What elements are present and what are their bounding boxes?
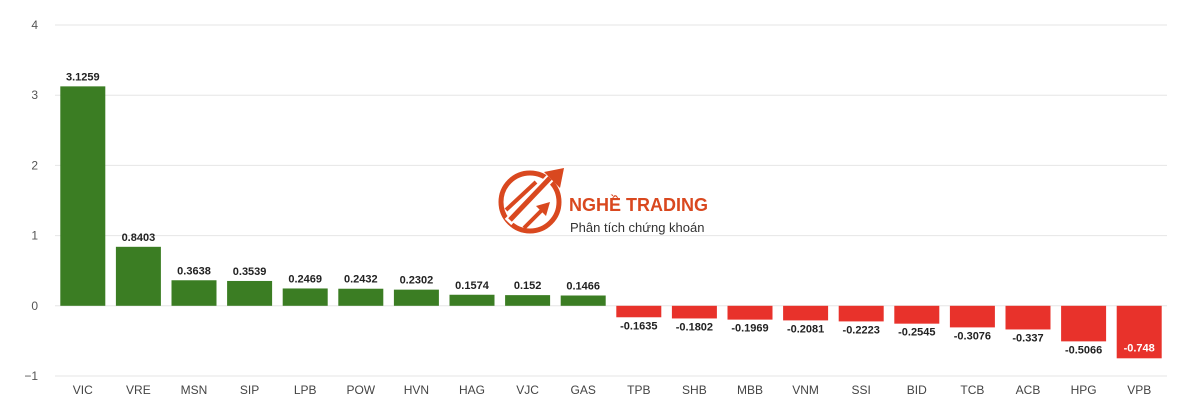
x-tick-label: MSN (181, 383, 208, 397)
x-tick-label: BID (907, 383, 927, 397)
x-tick-label: VJC (516, 383, 539, 397)
x-tick-label: HAG (459, 383, 485, 397)
bar-bid (894, 305, 940, 324)
x-tick-label: HPG (1071, 383, 1097, 397)
data-label: -0.3076 (954, 330, 991, 342)
bars (60, 86, 1162, 359)
data-label: -0.748 (1124, 342, 1155, 354)
y-tick-label: 2 (31, 158, 38, 172)
bar-vre (115, 246, 161, 306)
data-label: 0.152 (514, 280, 542, 292)
data-label: -0.2545 (898, 327, 935, 339)
bar-gas (560, 295, 606, 306)
bar-acb (1005, 305, 1051, 330)
data-labels: 3.1259 0.8403 0.3638 0.3539 0.2469 0.2432 0.23… (66, 71, 1155, 356)
data-label: 0.3638 (177, 265, 211, 277)
x-tick-label: SIP (240, 383, 259, 397)
data-label: -0.2081 (787, 323, 824, 335)
bar-hpg (1061, 305, 1107, 342)
data-label: -0.337 (1012, 332, 1043, 344)
bar-vic (60, 86, 106, 306)
watermark: NGHỀ TRADING Phân tích chứng khoán (498, 168, 708, 235)
bar-vnm (783, 305, 829, 321)
bar-ssi (838, 305, 884, 322)
x-tick-label: LPB (294, 383, 317, 397)
y-tick-label: 4 (31, 18, 38, 32)
bar-pow (338, 288, 384, 306)
x-tick-label: POW (346, 383, 375, 397)
x-tick-label: VIC (73, 383, 93, 397)
y-tick-label: 3 (31, 88, 38, 102)
y-axis-ticks: 4 3 2 1 0 −1 (24, 18, 38, 383)
x-tick-label: GAS (571, 383, 596, 397)
data-label: 0.2432 (344, 274, 378, 286)
data-label: -0.5066 (1065, 344, 1102, 356)
bar-hag (449, 294, 495, 306)
bar-shb (671, 305, 717, 319)
bar-lpb (282, 288, 328, 306)
data-label: -0.1802 (676, 321, 713, 333)
data-label: 3.1259 (66, 71, 100, 83)
bar-vjc (505, 295, 551, 306)
data-label: 0.2302 (400, 275, 434, 287)
x-tick-label: HVN (404, 383, 429, 397)
data-label: -0.2223 (843, 324, 880, 336)
bar-tcb (949, 305, 995, 328)
x-tick-label: MBB (737, 383, 763, 397)
x-tick-label: ACB (1016, 383, 1041, 397)
x-tick-label: SHB (682, 383, 707, 397)
x-tick-label: TCB (960, 383, 984, 397)
watermark-subtitle: Phân tích chứng khoán (570, 220, 704, 235)
x-tick-label: VPB (1127, 383, 1151, 397)
data-label: 0.8403 (122, 232, 156, 244)
bar-msn (171, 280, 217, 306)
data-label: 0.1466 (566, 281, 600, 293)
bar-mbb (727, 305, 773, 320)
data-label: -0.1635 (620, 320, 657, 332)
y-tick-label: 1 (31, 229, 38, 243)
x-tick-label: SSI (852, 383, 871, 397)
bar-sip (227, 280, 273, 306)
x-tick-label: VRE (126, 383, 151, 397)
data-label: 0.1574 (455, 280, 490, 292)
bar-hvn (393, 289, 439, 306)
watermark-title: NGHỀ TRADING (569, 194, 708, 215)
trading-arrows-logo-icon (498, 168, 564, 234)
data-label: 0.3539 (233, 266, 267, 278)
data-label: 0.2469 (288, 273, 322, 285)
bar-vpb (1116, 305, 1162, 359)
x-tick-label: VNM (792, 383, 819, 397)
x-axis-ticks: VIC VRE MSN SIP LPB POW HVN HAG VJC GAS TPB SHB MBB V… (73, 383, 1151, 397)
data-label: -0.1969 (731, 323, 768, 335)
x-tick-label: TPB (627, 383, 650, 397)
y-tick-label: −1 (24, 369, 38, 383)
y-tick-label: 0 (31, 299, 38, 313)
bar-tpb (616, 305, 662, 318)
